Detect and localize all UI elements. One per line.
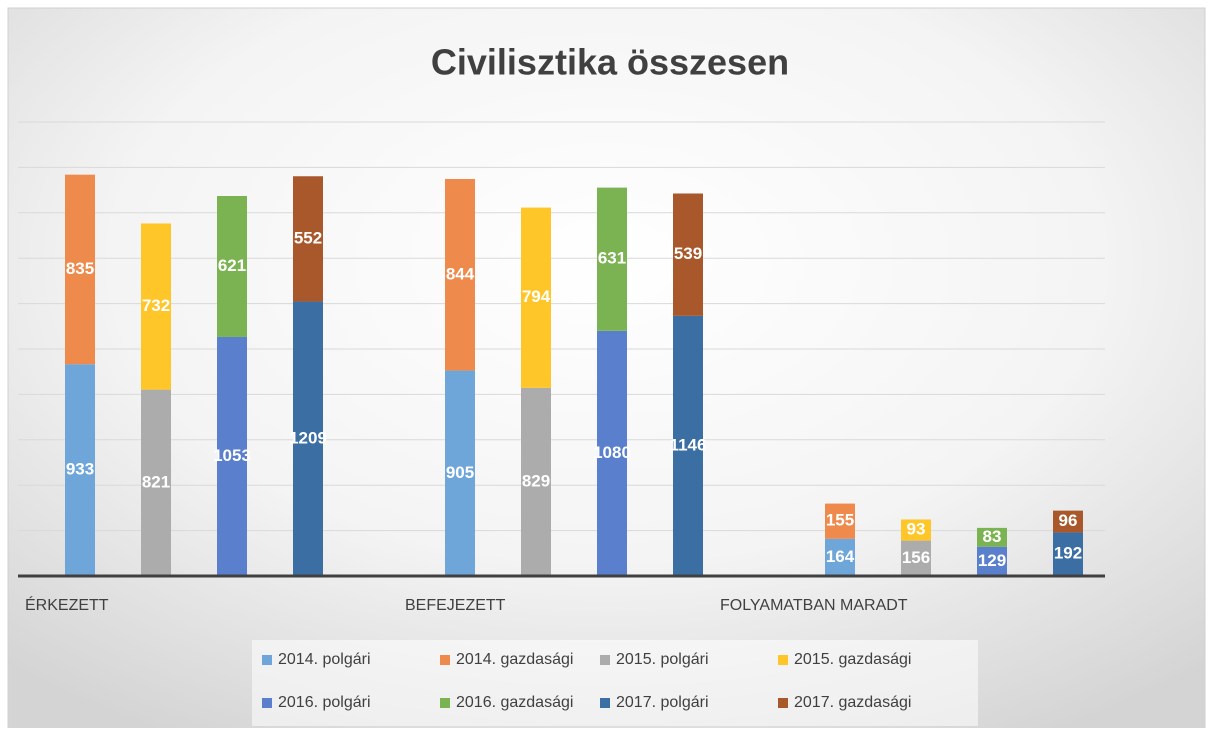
legend-label: 2017. polgári: [616, 694, 709, 711]
data-label: 156: [902, 548, 930, 567]
bar-segment: [65, 364, 95, 576]
data-label: 96: [1059, 511, 1078, 530]
bar-segment: [293, 301, 323, 576]
bar-segment: [1053, 510, 1083, 533]
legend-swatch: [778, 655, 788, 665]
legend-swatch: [440, 698, 450, 708]
bar-segment: [1053, 532, 1083, 576]
x-tick-label: ÉRKEZETT: [25, 595, 109, 614]
legend-swatch: [262, 655, 272, 665]
data-label: 835: [66, 259, 94, 278]
bar-segment: [521, 387, 551, 576]
data-label: 933: [66, 460, 94, 479]
bar-segment: [521, 207, 551, 388]
legend-swatch: [600, 698, 610, 708]
bar-segment: [825, 503, 855, 539]
legend-swatch: [600, 655, 610, 665]
bar-segment: [673, 315, 703, 576]
data-label: 552: [294, 228, 322, 247]
bar-segment: [673, 193, 703, 316]
legend-label: 2016. gazdasági: [456, 694, 573, 711]
legend-swatch: [778, 698, 788, 708]
data-label: 1146: [670, 435, 707, 454]
bar-segment: [141, 389, 171, 576]
data-label: 794: [522, 287, 551, 306]
legend-label: 2014. polgári: [278, 651, 371, 668]
data-label: 631: [598, 249, 626, 268]
bar-segment: [141, 223, 171, 390]
bar-segment: [217, 196, 247, 337]
data-label: 829: [522, 471, 550, 490]
data-label: 129: [978, 551, 1006, 570]
legend-label: 2016. polgári: [278, 694, 371, 711]
x-tick-label: BEFEJEZETT: [405, 597, 506, 614]
x-tick-label: FOLYAMATBAN MARADT: [720, 597, 908, 614]
legend-label: 2015. gazdasági: [794, 651, 911, 668]
legend-label: 2014. gazdasági: [456, 651, 573, 668]
bar-segment: [445, 370, 475, 576]
bar-segment: [217, 336, 247, 576]
legend-swatch: [262, 698, 272, 708]
data-label: 821: [142, 472, 170, 491]
legend-label: 2015. polgári: [616, 651, 709, 668]
data-label: 621: [218, 256, 246, 275]
legend-background: [252, 640, 978, 726]
data-label: 905: [446, 463, 474, 482]
legend-swatch: [440, 655, 450, 665]
data-label: 83: [983, 527, 1002, 546]
chart-title: Civilisztika összesen: [431, 42, 789, 83]
bar-segment: [901, 540, 931, 576]
bar-segment: [293, 176, 323, 302]
bar-segment: [901, 519, 931, 541]
data-label: 93: [907, 520, 926, 539]
bar-segment: [977, 527, 1007, 547]
bar-segment: [597, 330, 627, 576]
data-label: 732: [142, 296, 170, 315]
data-label: 155: [826, 511, 854, 530]
data-label: 1080: [593, 443, 631, 462]
bar-segment: [597, 187, 627, 331]
bar-segment: [65, 174, 95, 365]
data-label: 1209: [289, 428, 327, 447]
bar-segment: [977, 546, 1007, 576]
data-label: 844: [446, 264, 475, 283]
bar-segment: [445, 178, 475, 371]
data-label: 192: [1054, 544, 1082, 563]
data-label: 164: [826, 547, 855, 566]
bar-segment: [825, 538, 855, 576]
data-label: 1053: [213, 446, 251, 465]
data-label: 539: [674, 244, 702, 263]
legend-label: 2017. gazdasági: [794, 694, 911, 711]
